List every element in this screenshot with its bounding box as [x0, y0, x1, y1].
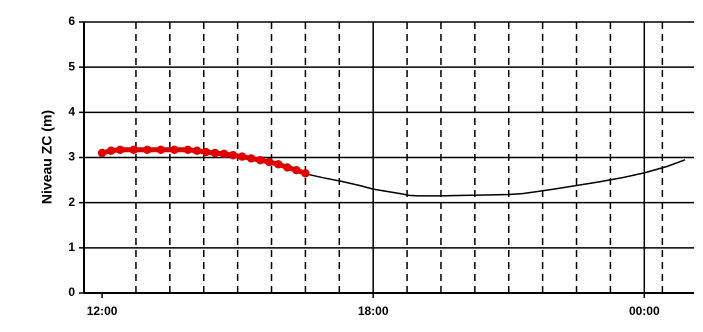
- observation-point: [129, 145, 138, 155]
- series-layer: [97, 145, 686, 197]
- observation-point: [210, 148, 220, 158]
- prediction-line: [305, 159, 686, 197]
- observation-point: [106, 146, 116, 155]
- y-axis-title: Niveau ZC (m): [39, 110, 55, 204]
- observation-point: [156, 145, 166, 155]
- grid-layer: [84, 21, 694, 293]
- x-tick-label: 00:00: [629, 304, 660, 318]
- y-tick-label: 1: [68, 240, 75, 254]
- observation-point: [183, 145, 193, 155]
- observation-point: [201, 147, 211, 157]
- observation-point: [228, 151, 238, 160]
- y-tick-label: 5: [68, 59, 75, 73]
- observation-point: [256, 156, 265, 165]
- y-tick-label: 4: [68, 105, 75, 119]
- observation-point: [170, 145, 179, 155]
- axes-layer: [79, 21, 694, 298]
- observation-point: [274, 160, 283, 169]
- y-tick-label: 6: [68, 14, 75, 28]
- x-tick-label: 18:00: [358, 304, 389, 318]
- tick-labels: 0 1 2 3 4 5 6 12:00 18:00 00:00: [68, 14, 660, 318]
- observation-point: [237, 152, 247, 161]
- observation-point: [97, 148, 107, 158]
- observation-point: [192, 146, 202, 155]
- x-tick-label: 12:00: [87, 304, 118, 318]
- observation-point: [115, 145, 125, 155]
- observation-point: [219, 149, 229, 159]
- observation-point: [143, 145, 152, 155]
- observation-point: [292, 165, 301, 175]
- observation-point: [265, 157, 274, 167]
- observation-point: [246, 154, 256, 163]
- y-tick-label: 0: [68, 285, 75, 299]
- y-tick-label: 3: [68, 150, 75, 164]
- observation-point: [301, 169, 310, 178]
- y-tick-label: 2: [68, 195, 75, 209]
- observation-point: [283, 163, 292, 172]
